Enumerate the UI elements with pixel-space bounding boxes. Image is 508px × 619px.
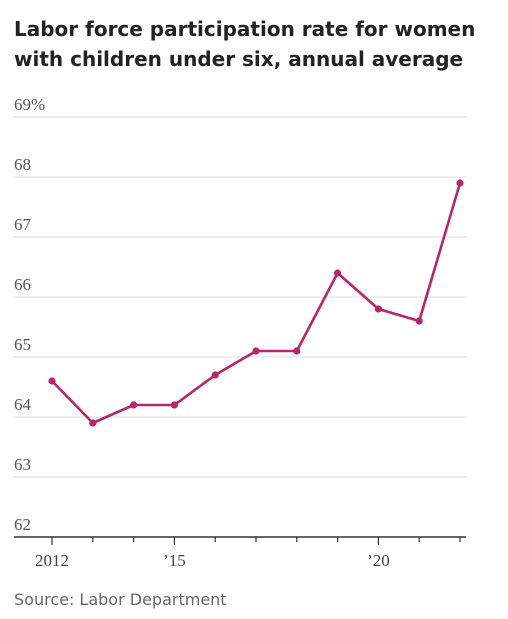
y-tick-label: 62 <box>14 515 31 534</box>
x-tick-label: ’20 <box>367 551 390 570</box>
y-tick-label: 65 <box>14 335 31 354</box>
y-tick-label: 69% <box>14 95 45 114</box>
data-point <box>415 317 423 325</box>
data-point <box>252 347 260 355</box>
y-tick-label: 66 <box>14 275 31 294</box>
series-line-group <box>48 179 464 427</box>
y-tick-label: 64 <box>14 395 32 414</box>
data-point <box>130 401 138 409</box>
y-tick-label: 63 <box>14 455 31 474</box>
series-line <box>50 181 462 425</box>
data-point <box>89 419 97 427</box>
x-tick-label: ’15 <box>163 551 186 570</box>
data-point <box>211 371 219 379</box>
data-point <box>293 347 301 355</box>
chart-title: Labor force participation rate for women… <box>14 17 476 71</box>
y-tick-labels: 62 63 64 65 66 67 68 69% <box>14 95 45 534</box>
data-point <box>374 305 382 313</box>
y-tick-label: 67 <box>14 215 32 234</box>
x-tick-label: 2012 <box>35 551 69 570</box>
y-tick-label: 68 <box>14 155 31 174</box>
x-axis <box>14 536 466 545</box>
data-point <box>48 377 56 385</box>
data-point <box>456 179 464 187</box>
source-note: Source: Labor Department <box>14 590 227 609</box>
data-point <box>170 401 178 409</box>
y-gridlines <box>14 116 466 478</box>
x-tick-labels: 2012 ’15 ’20 <box>35 551 390 570</box>
data-point <box>334 269 342 277</box>
